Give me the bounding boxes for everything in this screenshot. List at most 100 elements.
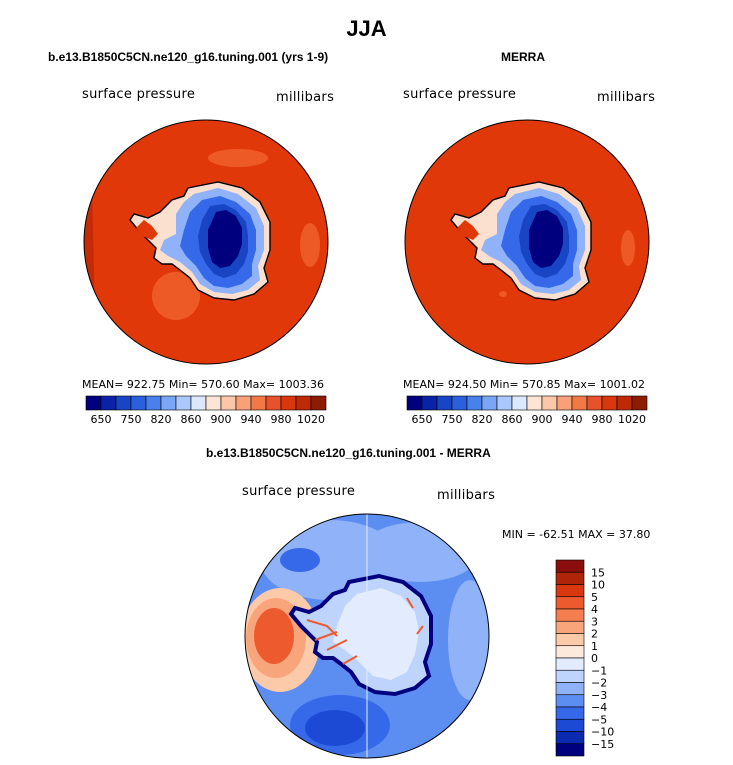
panel3-colorbar-box xyxy=(555,596,585,610)
panel1-colorbar-box xyxy=(280,395,297,411)
panel3-map xyxy=(245,514,489,758)
panel1-units-label: millibars xyxy=(276,90,335,105)
panel3-colorbar-tick-label: −2 xyxy=(591,677,607,690)
panel1-ocean-high-east xyxy=(300,223,320,267)
panel1-colorbar-box xyxy=(205,395,222,411)
panel2-colorbar-tick-label: 820 xyxy=(472,413,493,426)
panel3-colorbar-tick-label: 3 xyxy=(591,615,598,628)
panel3-positive-west-core xyxy=(254,608,294,664)
panel2-colorbar-tick-label: 1020 xyxy=(618,413,646,426)
panel3-negative-northwest xyxy=(280,548,320,572)
panel3-antarctica xyxy=(288,573,433,697)
panel1-colorbar-box xyxy=(130,395,147,411)
panel1-colorbar-tick-label: 820 xyxy=(151,413,172,426)
panel3-title: b.e13.B1850C5CN.ne120_g16.tuning.001 - M… xyxy=(206,446,491,460)
panel2-units-label: millibars xyxy=(597,90,656,105)
panel3-colorbar-box xyxy=(555,633,585,647)
panel2-colorbar-tick-label: 650 xyxy=(412,413,433,426)
panel1-antarctica-core xyxy=(208,210,242,268)
panel3-colorbar-box xyxy=(555,608,585,622)
panel3-colorbar-box xyxy=(555,669,585,683)
panel1-colorbar-tick-label: 860 xyxy=(181,413,202,426)
figure-title: JJA xyxy=(346,16,387,41)
panel1-colorbar-box xyxy=(235,395,252,411)
panel1-colorbar-box xyxy=(85,395,102,411)
panel3-colorbar-box xyxy=(555,743,585,757)
panel1-colorbar-tick-label: 900 xyxy=(211,413,232,426)
panel1-colorbar-tick-label: 1020 xyxy=(297,413,325,426)
panel2-colorbar-box xyxy=(466,395,483,411)
panel3-colorbar-tick-label: 0 xyxy=(591,652,598,665)
panel3-colorbar-box xyxy=(555,645,585,659)
panel2-colorbar-box xyxy=(601,395,618,411)
panel2-map-border xyxy=(404,119,650,365)
panel1-colorbar-tick-label: 980 xyxy=(271,413,292,426)
panel3-colorbar-box xyxy=(555,620,585,634)
panel3-colorbar-tick-label: −1 xyxy=(591,664,607,677)
panel1-colorbar-box xyxy=(175,395,192,411)
panel3-colorbar-box xyxy=(555,718,585,732)
panel3-colorbar-tick-label: 1 xyxy=(591,640,598,653)
panel3-colorbar-tick-label: −5 xyxy=(591,713,607,726)
panel3-colorbar-box xyxy=(555,706,585,720)
panel2-colorbar-box xyxy=(436,395,453,411)
panel1-colorbar-box xyxy=(250,395,267,411)
panel2-colorbar-box xyxy=(586,395,603,411)
panel3-colorbar-tick-label: −15 xyxy=(591,738,614,751)
panel2-colorbar-box xyxy=(511,395,528,411)
panel2-peninsula-high xyxy=(457,220,479,240)
panel1-colorbar-box xyxy=(100,395,117,411)
panel1-variable-label: surface pressure xyxy=(82,87,196,102)
panel2-title: MERRA xyxy=(501,50,545,64)
panel2-map xyxy=(405,120,649,364)
panel2-colorbar-tick-label: 940 xyxy=(562,413,583,426)
panel3-field-east xyxy=(448,580,489,700)
panel1-title: b.e13.B1850C5CN.ne120_g16.tuning.001 (yr… xyxy=(48,50,329,64)
panel1-peninsula-high xyxy=(136,220,158,240)
panel3-map-border xyxy=(244,513,490,759)
panel2-ocean-high-south xyxy=(499,291,507,297)
panel1-colorbar-box xyxy=(220,395,237,411)
panel2-colorbar-box xyxy=(421,395,438,411)
panel2-colorbar-box xyxy=(406,395,423,411)
panel2-colorbar-box xyxy=(556,395,573,411)
panel2-antarctica xyxy=(450,181,592,301)
panel2-ocean-high-east xyxy=(621,230,635,266)
panel3-negative-south-core xyxy=(305,710,365,746)
panel2-colorbar-box xyxy=(571,395,588,411)
panel1-ocean-high-north xyxy=(208,149,268,167)
panel1-colorbar-box xyxy=(115,395,132,411)
panel1-colorbar-box xyxy=(190,395,207,411)
panel3-colorbar-box xyxy=(555,584,585,598)
panel1-colorbar-box xyxy=(160,395,177,411)
panel3-colorbar-tick-label: 5 xyxy=(591,591,598,604)
panel2-colorbar-tick-label: 860 xyxy=(502,413,523,426)
panel3-colorbar-tick-label: −10 xyxy=(591,726,614,739)
panel1-colorbar-tick-label: 940 xyxy=(241,413,262,426)
panel3-colorbar-box xyxy=(555,682,585,696)
panel2-antarctica-core xyxy=(529,210,563,268)
panel2-colorbar-box xyxy=(496,395,513,411)
panel1-colorbar-box xyxy=(310,395,327,411)
panel1-stats: MEAN= 922.75 Min= 570.60 Max= 1003.36 xyxy=(82,378,325,391)
panel3-colorbar-box xyxy=(555,694,585,708)
panel3-colorbar-tick-label: 4 xyxy=(591,603,598,616)
panel1-map-border xyxy=(83,119,329,365)
panel2-colorbar-box xyxy=(631,395,648,411)
panel1-map xyxy=(84,120,328,364)
panel3-units-label: millibars xyxy=(437,488,496,503)
panel2-variable-label: surface pressure xyxy=(403,87,517,102)
panel3-colorbar-tick-label: 2 xyxy=(591,628,598,641)
panel1-ocean-high-south xyxy=(152,272,200,320)
panel1-colorbar-box xyxy=(265,395,282,411)
panel3-colorbar-box xyxy=(555,571,585,585)
panel3-colorbar-tick-label: −3 xyxy=(591,689,607,702)
panel3-colorbar-tick-label: 10 xyxy=(591,579,605,592)
panel2-colorbar: 650 750 820 860 900 940 980 1020 xyxy=(406,395,648,426)
panel2-colorbar-box xyxy=(616,395,633,411)
panel2-colorbar-tick-label: 900 xyxy=(532,413,553,426)
panel2-colorbar-box xyxy=(541,395,558,411)
panel3-colorbar-tick-label: −4 xyxy=(591,701,607,714)
panel2-colorbar-tick-label: 750 xyxy=(442,413,463,426)
